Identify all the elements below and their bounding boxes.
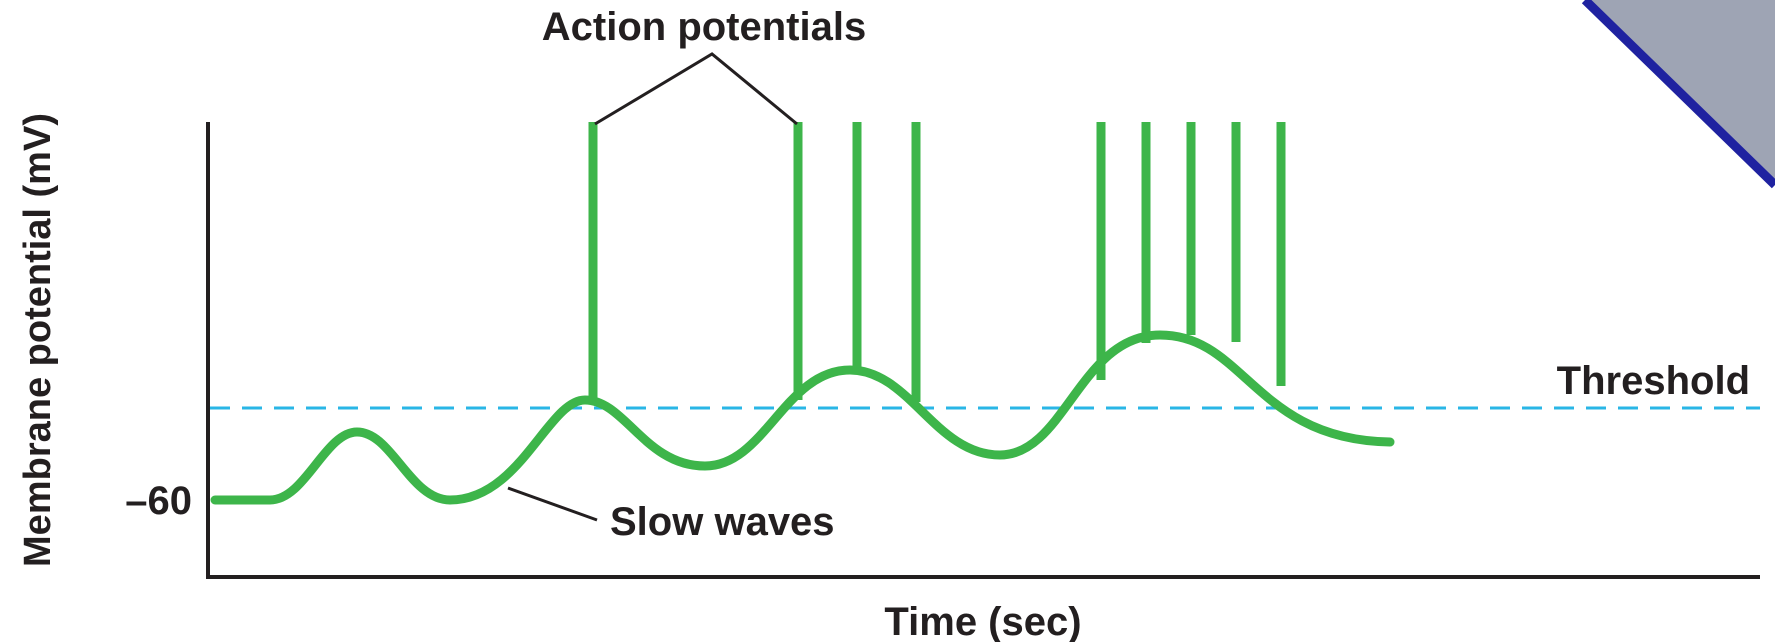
threshold-label: Threshold bbox=[1557, 359, 1750, 403]
action-potentials-label: Action potentials bbox=[542, 5, 866, 49]
action-potentials-pointer bbox=[594, 52, 798, 126]
y-axis-label: Membrane potential (mV) bbox=[17, 113, 59, 567]
slow-wave-trace bbox=[210, 330, 1395, 505]
y-tick-label: –60 bbox=[125, 479, 192, 523]
slow-waves-pointer bbox=[507, 486, 598, 522]
x-axis-label: Time (sec) bbox=[884, 600, 1081, 642]
corner-edge bbox=[1581, 0, 1775, 189]
slow-waves-label: Slow waves bbox=[610, 500, 835, 544]
action-potential-spikes bbox=[588, 122, 1286, 402]
